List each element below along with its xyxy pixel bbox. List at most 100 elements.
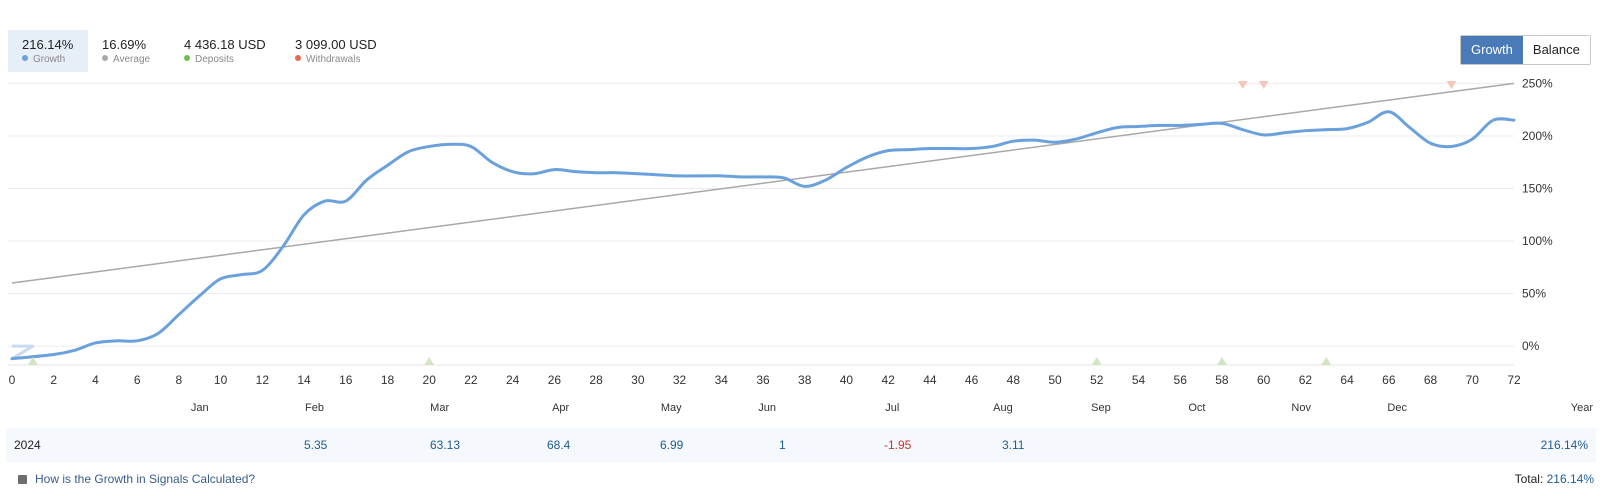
x-tick-label: 72: [1507, 373, 1521, 387]
month-value-may: 6.99: [660, 438, 684, 452]
withdrawal-marker-icon: [1237, 81, 1248, 89]
x-tick-label: 62: [1299, 373, 1313, 387]
y-tick-label: 50%: [1522, 287, 1546, 301]
month-value-jun: 1: [779, 438, 786, 452]
stat-deposits-value: 4 436.18 USD: [184, 37, 266, 52]
x-tick-label: 44: [923, 373, 937, 387]
month-label: Jun: [758, 402, 776, 414]
deposit-marker-icon: [27, 357, 38, 365]
month-value-aug: 3.11: [1002, 438, 1025, 452]
month-label: Nov: [1291, 402, 1311, 414]
x-tick-label: 58: [1215, 373, 1229, 387]
x-tick-label: 28: [589, 373, 603, 387]
stat-average[interactable]: 16.69% Average: [88, 30, 170, 72]
stat-withdrawals[interactable]: 3 099.00 USD Withdrawals: [281, 30, 391, 72]
deposits-dot-icon: [184, 55, 190, 61]
deposit-marker-icon: [1091, 357, 1102, 365]
deposit-marker-icon: [424, 357, 435, 365]
month-value-mar: 63.13: [430, 438, 461, 452]
month-label: Dec: [1387, 402, 1407, 414]
stat-deposits[interactable]: 4 436.18 USD Deposits: [170, 30, 282, 72]
year-label: 2024: [14, 438, 41, 452]
stat-deposits-label: Deposits: [195, 54, 234, 65]
month-label: May: [661, 402, 682, 414]
stat-growth[interactable]: 216.14% Growth: [8, 30, 88, 72]
chart-mode-toggle: Growth Balance: [1460, 35, 1591, 65]
total-label: Total:: [1514, 472, 1544, 486]
month-value-jul: -1.95: [884, 438, 912, 452]
month-value-apr: 68.4: [547, 438, 571, 452]
x-tick-label: 4: [92, 373, 99, 387]
x-tick-label: 54: [1132, 373, 1146, 387]
growth-toggle-button[interactable]: Growth: [1461, 36, 1523, 64]
growth-line-start: [11, 344, 35, 360]
x-tick-label: 6: [134, 373, 141, 387]
total-value: 216.14%: [1546, 472, 1594, 486]
x-tick-label: 68: [1424, 373, 1438, 387]
x-tick-label: 70: [1466, 373, 1480, 387]
x-tick-label: 2: [50, 373, 57, 387]
stat-growth-value: 216.14%: [22, 37, 74, 52]
average-dot-icon: [102, 55, 108, 61]
stat-withdrawals-value: 3 099.00 USD: [295, 37, 377, 52]
month-label: Jul: [885, 402, 899, 414]
x-tick-label: 66: [1382, 373, 1396, 387]
x-tick-label: 32: [673, 373, 687, 387]
y-tick-label: 250%: [1522, 76, 1553, 90]
growth-help-text: How is the Growth in Signals Calculated?: [35, 472, 256, 486]
withdrawal-marker-icon: [1258, 81, 1269, 89]
balance-toggle-button[interactable]: Balance: [1522, 36, 1590, 64]
month-label: Aug: [993, 402, 1013, 414]
withdrawal-marker-icon: [1446, 81, 1457, 89]
x-tick-label: 22: [464, 373, 478, 387]
stat-growth-label: Growth: [33, 54, 66, 65]
x-tick-label: 52: [1090, 373, 1104, 387]
y-tick-label: 0%: [1522, 339, 1540, 353]
growth-dot-icon: [22, 55, 28, 61]
total-summary: Total: 216.14%: [1515, 472, 1594, 486]
x-tick-label: 46: [965, 373, 979, 387]
x-tick-label: 34: [715, 373, 729, 387]
growth-help-link[interactable]: How is the Growth in Signals Calculated?: [18, 472, 255, 486]
growth-line: [10, 110, 1516, 361]
y-tick-label: 150%: [1522, 181, 1553, 195]
x-tick-label: 18: [381, 373, 395, 387]
month-label: Oct: [1188, 402, 1205, 414]
deposit-marker-icon: [1216, 357, 1227, 365]
month-label: Feb: [305, 402, 324, 414]
year-axis-label: Year: [1571, 402, 1594, 414]
x-tick-label: 12: [256, 373, 270, 387]
x-tick-label: 10: [214, 373, 228, 387]
x-tick-label: 50: [1048, 373, 1062, 387]
y-tick-label: 200%: [1522, 129, 1553, 143]
deposit-marker-icon: [1321, 357, 1332, 365]
x-tick-label: 0: [9, 373, 16, 387]
book-icon: [18, 475, 27, 484]
year-row: 2024 5.35 63.13 68.4 6.99 1 -1.95 3.11 2…: [6, 428, 1596, 462]
x-tick-label: 8: [176, 373, 183, 387]
month-label: Mar: [430, 402, 449, 414]
x-tick-label: 48: [1007, 373, 1021, 387]
stat-average-value: 16.69%: [102, 37, 147, 52]
x-tick-label: 26: [548, 373, 562, 387]
x-tick-label: 60: [1257, 373, 1271, 387]
y-tick-label: 100%: [1522, 234, 1553, 248]
month-value-feb: 5.35: [304, 438, 328, 452]
month-label: Apr: [552, 402, 569, 414]
x-tick-label: 36: [756, 373, 770, 387]
month-label: Sep: [1091, 402, 1111, 414]
stat-average-label: Average: [113, 54, 151, 65]
withdrawals-dot-icon: [295, 55, 301, 61]
x-tick-label: 56: [1174, 373, 1188, 387]
month-label: Jan: [191, 402, 209, 414]
average-line: [11, 82, 1515, 284]
stat-withdrawals-label: Withdrawals: [306, 54, 361, 65]
x-tick-label: 16: [339, 373, 353, 387]
x-tick-label: 24: [506, 373, 520, 387]
year-total-value: 216.14%: [1540, 438, 1588, 452]
x-tick-label: 64: [1340, 373, 1354, 387]
x-tick-label: 42: [881, 373, 895, 387]
x-tick-label: 40: [840, 373, 854, 387]
growth-chart: 0%50%100%150%200%250%0 2 4 6 8 10 12 14 16 18 20 22…: [8, 76, 1594, 414]
x-tick-label: 20: [423, 373, 437, 387]
